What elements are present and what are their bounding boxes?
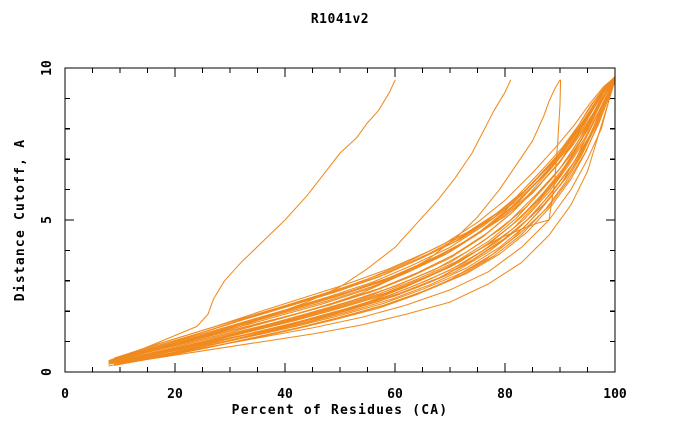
axes-layer bbox=[64, 67, 616, 373]
series-line bbox=[116, 78, 616, 364]
series-line bbox=[111, 78, 616, 363]
series-line bbox=[113, 76, 616, 362]
x-axis-title: Percent of Residues (CA) bbox=[232, 403, 449, 418]
x-tick-label: 0 bbox=[61, 387, 69, 402]
series-line bbox=[108, 79, 616, 365]
series-line bbox=[113, 79, 616, 365]
series-line bbox=[108, 79, 616, 367]
y-tick-label: 0 bbox=[40, 368, 55, 376]
series-line bbox=[108, 79, 512, 364]
series-line bbox=[122, 76, 616, 360]
series-line bbox=[113, 75, 616, 359]
series-layer bbox=[108, 75, 616, 367]
x-tick-label: 20 bbox=[167, 387, 183, 402]
x-tick-label: 100 bbox=[603, 387, 627, 402]
y-tick-label: 10 bbox=[40, 60, 55, 76]
series-line bbox=[108, 79, 396, 364]
series-line bbox=[116, 79, 616, 365]
series-line bbox=[111, 79, 616, 365]
series-line bbox=[108, 77, 616, 363]
series-line bbox=[119, 76, 616, 363]
series-line bbox=[113, 79, 616, 364]
y-axis-title: Distance Cutoff, A bbox=[13, 139, 28, 301]
ticks-layer bbox=[64, 67, 616, 373]
series-line bbox=[108, 76, 616, 364]
x-tick-label: 80 bbox=[497, 387, 513, 402]
x-tick-label: 40 bbox=[277, 387, 293, 402]
series-line bbox=[111, 79, 616, 364]
y-tick-label: 5 bbox=[40, 216, 55, 224]
series-line bbox=[111, 79, 616, 365]
chart-title: R1041v2 bbox=[310, 12, 370, 27]
series-line bbox=[108, 79, 561, 362]
x-tick-label: 60 bbox=[387, 387, 403, 402]
series-line bbox=[111, 78, 616, 364]
tick-labels-layer: 0 20 40 60 80 100 0 5 10 bbox=[40, 60, 627, 402]
series-line bbox=[116, 76, 616, 361]
plot-frame bbox=[64, 67, 616, 373]
series-line bbox=[119, 78, 616, 364]
series-line bbox=[108, 76, 616, 362]
